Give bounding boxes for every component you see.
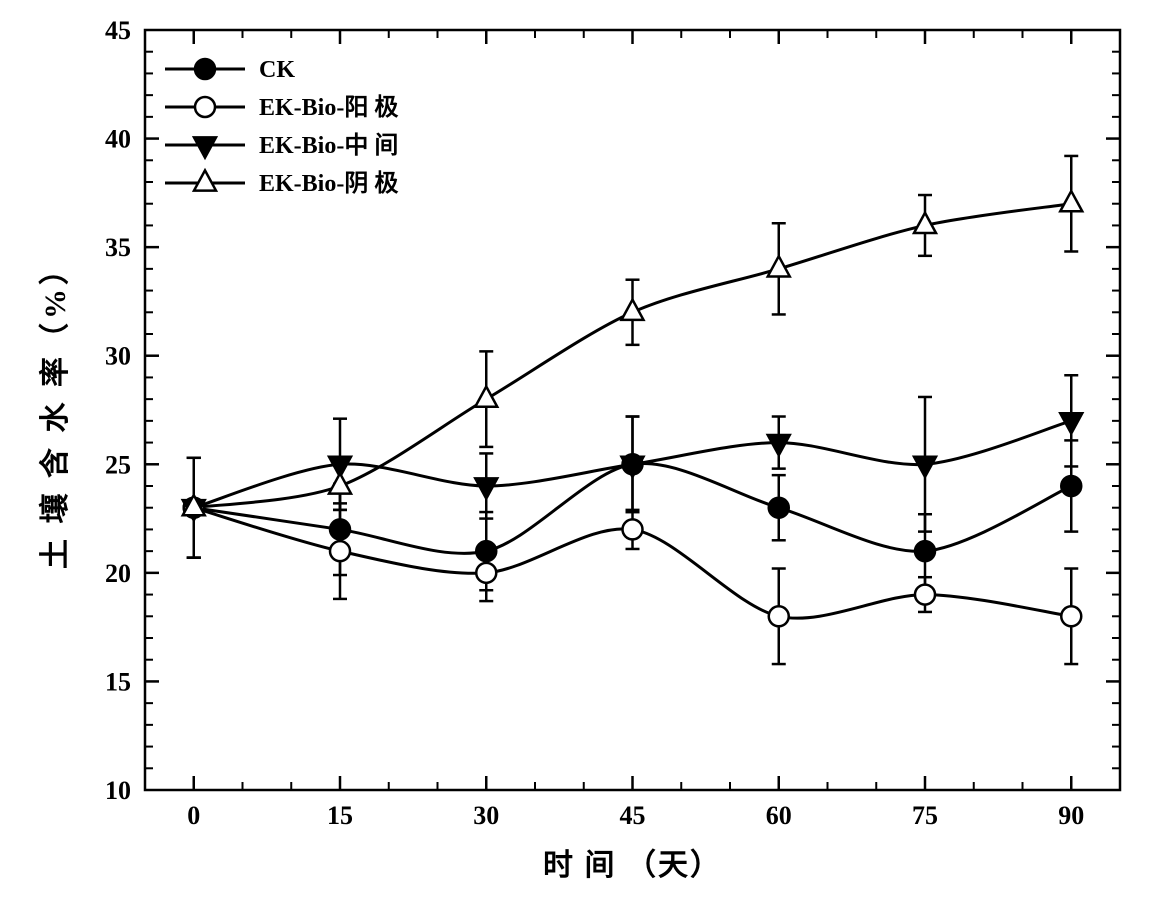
error-bars	[187, 156, 1079, 664]
x-tick-label: 15	[327, 801, 353, 830]
x-tick-label: 60	[766, 801, 792, 830]
marker-cathode	[475, 386, 497, 406]
x-axis-title: 时 间 （天）	[543, 848, 722, 882]
series-lines	[194, 204, 1072, 618]
chart-container: 0 15 30 45 60 75 90 时 间 （天） 10 15 20 25 30 35 40 45 土 壤 …	[0, 0, 1170, 902]
x-tick-label: 75	[912, 801, 938, 830]
legend-marker	[194, 170, 216, 190]
legend-label: EK-Bio-阴 极	[259, 170, 398, 197]
legend-label: CK	[259, 57, 295, 83]
marker-cathode	[1060, 191, 1082, 211]
x-tick-label: 90	[1058, 801, 1084, 830]
marker-anode	[623, 519, 643, 539]
y-tick-label: 40	[105, 125, 131, 154]
series-markers	[183, 191, 1083, 626]
legend-label: EK-Bio-阳 极	[259, 94, 398, 121]
marker-ck	[330, 519, 350, 539]
y-axis-title: 土 壤 含 水 率（%）	[38, 251, 72, 569]
marker-ck	[915, 541, 935, 561]
y-tick-label: 35	[105, 233, 131, 262]
x-tick-label: 30	[473, 801, 499, 830]
marker-ck	[769, 498, 789, 518]
marker-middle	[914, 457, 936, 477]
line-chart: 0 15 30 45 60 75 90 时 间 （天） 10 15 20 25 30 35 40 45 土 壤 …	[0, 0, 1170, 902]
y-tick-label: 20	[105, 559, 131, 588]
marker-middle	[475, 478, 497, 498]
marker-anode	[476, 563, 496, 583]
x-tick-label: 45	[620, 801, 646, 830]
marker-anode	[1061, 606, 1081, 626]
legend-marker	[195, 59, 215, 79]
marker-ck	[1061, 476, 1081, 496]
marker-anode	[769, 606, 789, 626]
legend-marker	[195, 97, 215, 117]
y-tick-label: 15	[105, 667, 131, 696]
y-tick-label: 10	[105, 776, 131, 805]
marker-ck	[476, 541, 496, 561]
marker-anode	[330, 541, 350, 561]
legend-label: EK-Bio-中 间	[259, 132, 398, 159]
legend: CK EK-Bio-阳 极 EK-Bio-中 间 EK-Bio-阴 极	[165, 57, 398, 197]
y-tick-label: 25	[105, 450, 131, 479]
legend-marker	[194, 137, 216, 157]
marker-middle	[768, 435, 790, 455]
y-tick-label: 30	[105, 342, 131, 371]
x-tick-label: 0	[187, 801, 200, 830]
marker-anode	[915, 585, 935, 605]
y-tick-label: 45	[105, 16, 131, 45]
